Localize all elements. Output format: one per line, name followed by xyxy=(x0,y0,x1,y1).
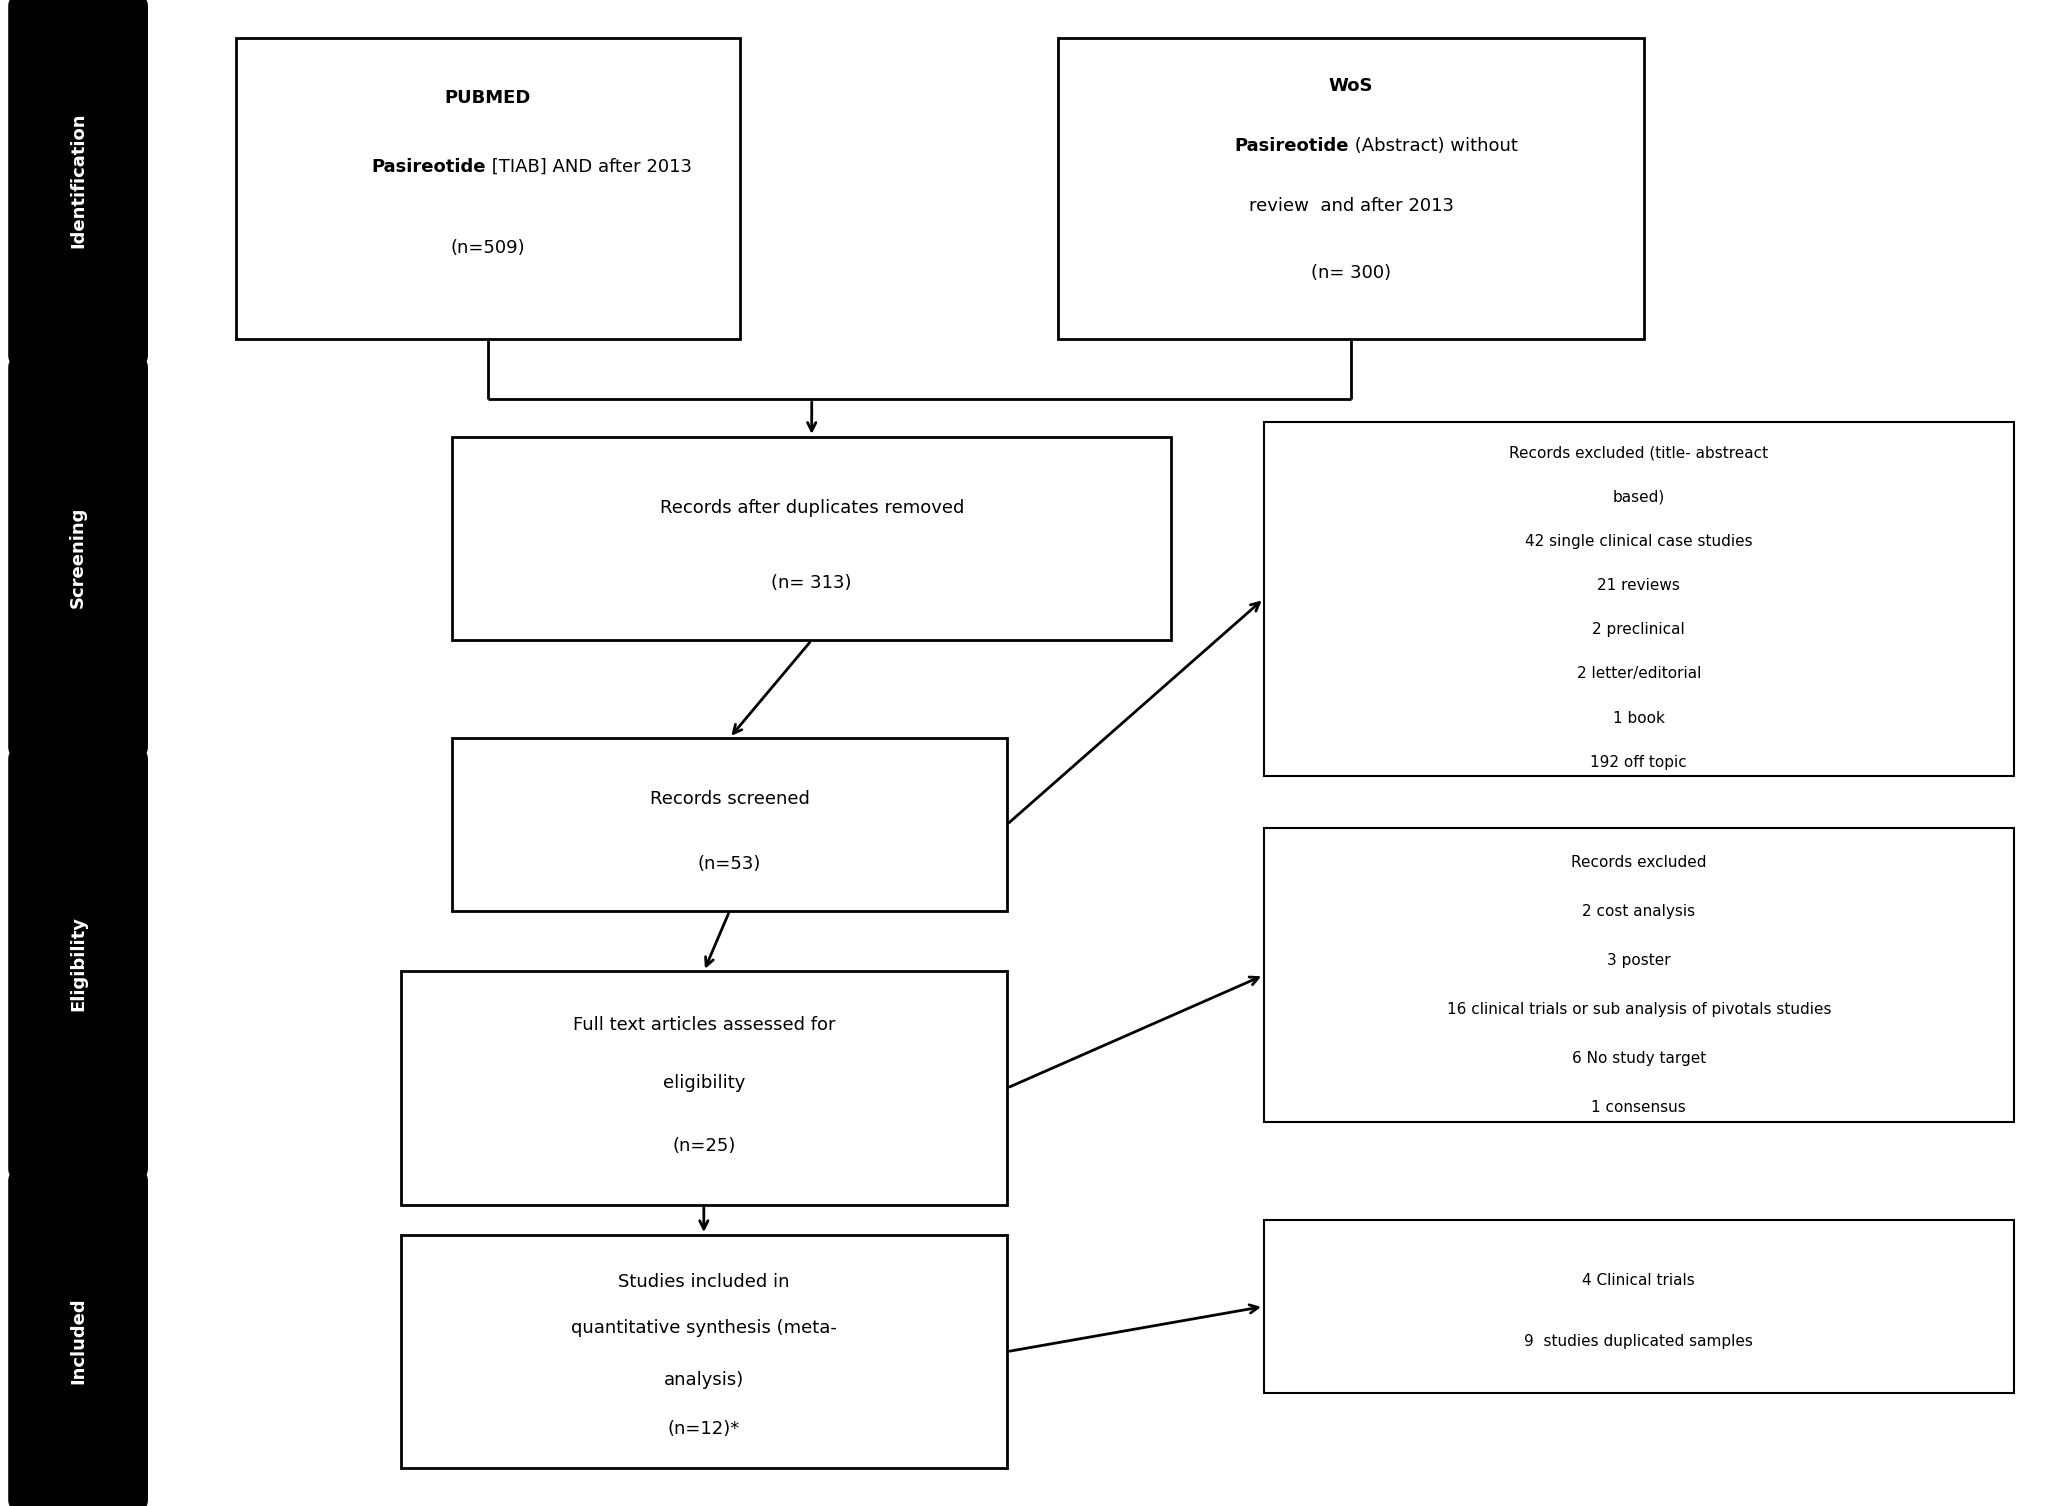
Text: (n=25): (n=25) xyxy=(672,1137,736,1155)
Bar xyxy=(452,437,1171,640)
Text: 2 preclinical: 2 preclinical xyxy=(1593,622,1685,637)
Text: (n=12)*: (n=12)* xyxy=(668,1420,740,1438)
Text: 4 Clinical trials: 4 Clinical trials xyxy=(1582,1273,1695,1288)
Text: (n=509): (n=509) xyxy=(450,239,526,258)
Text: Pasireotide: Pasireotide xyxy=(1235,137,1348,155)
Bar xyxy=(1264,422,2014,776)
Text: review  and after 2013: review and after 2013 xyxy=(1249,197,1453,215)
Text: Screening: Screening xyxy=(70,506,86,608)
Text: Identification: Identification xyxy=(70,113,86,248)
Text: (Abstract) without: (Abstract) without xyxy=(1348,137,1519,155)
Text: WoS: WoS xyxy=(1330,77,1373,95)
Text: 21 reviews: 21 reviews xyxy=(1597,578,1681,593)
Bar xyxy=(1264,1220,2014,1393)
Bar xyxy=(1058,38,1644,339)
FancyBboxPatch shape xyxy=(8,355,148,759)
Bar xyxy=(401,1235,1007,1468)
Text: 16 clinical trials or sub analysis of pivotals studies: 16 clinical trials or sub analysis of pi… xyxy=(1447,1001,1831,1017)
Text: Records excluded (title- abstreact: Records excluded (title- abstreact xyxy=(1508,446,1769,461)
Text: PUBMED: PUBMED xyxy=(444,89,532,107)
FancyBboxPatch shape xyxy=(8,0,148,367)
Bar xyxy=(1264,828,2014,1122)
Text: 9  studies duplicated samples: 9 studies duplicated samples xyxy=(1525,1334,1753,1348)
Text: 2 letter/editorial: 2 letter/editorial xyxy=(1576,666,1702,681)
FancyBboxPatch shape xyxy=(8,747,148,1181)
Text: 2 cost analysis: 2 cost analysis xyxy=(1582,904,1695,919)
Text: Records after duplicates removed: Records after duplicates removed xyxy=(660,498,964,517)
Text: Pasireotide: Pasireotide xyxy=(372,158,487,176)
Text: 3 poster: 3 poster xyxy=(1607,953,1671,968)
Text: Records excluded: Records excluded xyxy=(1572,855,1706,870)
Text: 1 book: 1 book xyxy=(1613,711,1665,726)
Text: based): based) xyxy=(1613,489,1665,505)
Text: (n=53): (n=53) xyxy=(699,855,760,873)
Text: 42 single clinical case studies: 42 single clinical case studies xyxy=(1525,533,1753,548)
Text: Included: Included xyxy=(70,1297,86,1384)
Text: eligibility: eligibility xyxy=(662,1074,746,1092)
Text: 6 No study target: 6 No study target xyxy=(1572,1051,1706,1066)
Text: Eligibility: Eligibility xyxy=(70,916,86,1012)
Text: (n= 313): (n= 313) xyxy=(771,574,853,592)
Text: Records screened: Records screened xyxy=(649,789,810,807)
Bar xyxy=(401,971,1007,1205)
Bar xyxy=(236,38,740,339)
FancyBboxPatch shape xyxy=(8,1169,148,1506)
Text: analysis): analysis) xyxy=(664,1370,744,1389)
Text: Full text articles assessed for: Full text articles assessed for xyxy=(573,1017,834,1035)
Text: [TIAB] AND after 2013: [TIAB] AND after 2013 xyxy=(487,158,693,176)
Text: Studies included in: Studies included in xyxy=(619,1273,789,1291)
Text: quantitative synthesis (meta-: quantitative synthesis (meta- xyxy=(571,1319,836,1337)
Text: (n= 300): (n= 300) xyxy=(1311,264,1391,282)
Text: 192 off topic: 192 off topic xyxy=(1591,755,1687,770)
Bar xyxy=(452,738,1007,911)
Text: 1 consensus: 1 consensus xyxy=(1591,1099,1687,1114)
